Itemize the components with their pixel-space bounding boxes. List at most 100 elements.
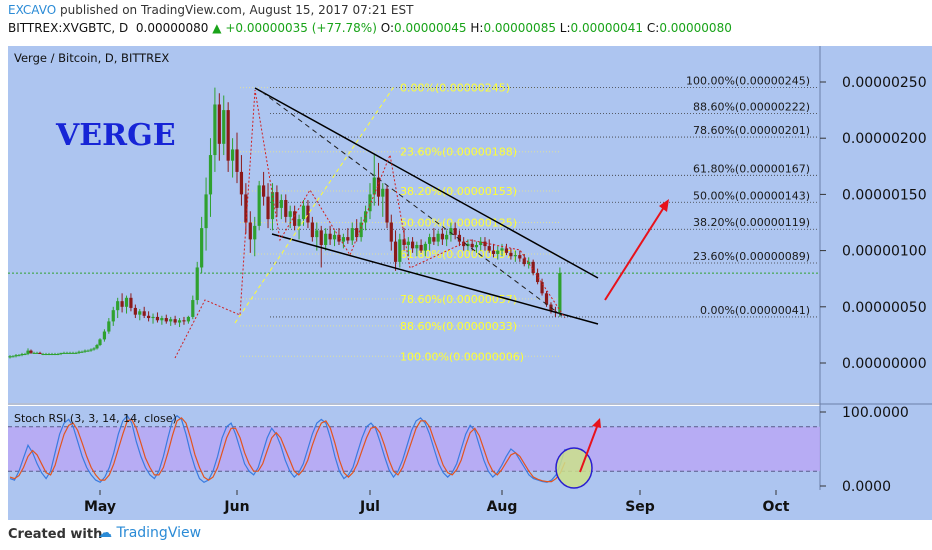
candle-body xyxy=(164,318,168,322)
candle-body xyxy=(89,349,93,351)
fib-left-label: 0.00%(0.00000245) xyxy=(400,82,510,95)
candle-body xyxy=(248,222,252,240)
candle-body xyxy=(402,239,406,245)
candle-body xyxy=(98,339,102,346)
publish-info: EXCAVO published on TradingView.com, Aug… xyxy=(8,3,413,17)
x-axis-tick-label: Oct xyxy=(763,499,790,515)
candle-body xyxy=(491,250,496,254)
y-axis-tick-label: 0.00000000 xyxy=(842,356,927,372)
cloud-icon: ☁ xyxy=(98,525,112,541)
candle-body xyxy=(169,319,173,322)
candle-body xyxy=(453,228,457,235)
close-label: C: xyxy=(646,21,660,35)
last-price: 0.00000080 xyxy=(135,21,209,35)
candle-body xyxy=(376,177,381,197)
candle-body xyxy=(324,233,328,245)
candle-body xyxy=(107,321,111,332)
fib-left-label: 38.20%(0.00000153) xyxy=(400,185,517,198)
candle-body xyxy=(59,352,63,355)
candle-body xyxy=(440,233,444,240)
candle-body xyxy=(332,234,337,240)
candle-body xyxy=(368,194,372,212)
candle-body xyxy=(315,230,319,238)
candle-body xyxy=(328,233,332,240)
candle-body xyxy=(151,316,155,319)
candle-body xyxy=(423,243,427,251)
fib-right-label: 0.00%(0.00000041) xyxy=(700,304,810,317)
candle-body xyxy=(23,354,27,356)
y-axis-tick-label: 0.00000150 xyxy=(842,187,927,203)
low-label: L: xyxy=(559,21,571,35)
rsi-axis-tick-label: 0.0000 xyxy=(842,479,891,495)
candle-body xyxy=(359,222,363,238)
candle-body xyxy=(487,246,491,251)
candle-body xyxy=(195,267,199,301)
upper-trendline xyxy=(254,87,599,279)
x-axis-tick-label: May xyxy=(84,499,116,515)
rsi-series-d xyxy=(9,417,566,483)
candle-body xyxy=(226,110,230,161)
candle-body xyxy=(62,352,66,354)
fib-left-label: 61.80%(0.00000097) xyxy=(400,248,517,261)
elliott-wave-zigzag xyxy=(174,89,566,359)
main-pane-background xyxy=(8,46,820,403)
candle-body xyxy=(445,234,449,240)
candle-body xyxy=(208,155,213,195)
candle-body xyxy=(111,310,115,322)
candle-body xyxy=(436,233,440,242)
right-axis-background xyxy=(820,46,932,490)
price-chart[interactable]: 0.00%(0.00000245) 23.60%(0.00000188) 38.20… xyxy=(0,40,932,520)
candle-body xyxy=(20,354,24,356)
fib-left-label: 100.00%(0.00000006) xyxy=(400,350,524,363)
candle-body xyxy=(270,192,275,220)
fib-left-label: 78.60%(0.00000057) xyxy=(400,293,517,306)
candle-body xyxy=(350,228,354,241)
open-label: O: xyxy=(380,21,394,35)
candle-body xyxy=(310,222,314,238)
candle-body xyxy=(500,248,504,251)
candle-body xyxy=(200,228,204,268)
verge-annotation: VERGE xyxy=(55,118,176,153)
candle-body xyxy=(457,234,462,242)
candle-body xyxy=(479,241,483,245)
close-value: 0.00000080 xyxy=(659,21,732,35)
candle-body xyxy=(182,320,186,322)
bottom-axis-background xyxy=(8,490,932,520)
candle-body xyxy=(47,354,51,356)
footer: Created with ☁ TradingView xyxy=(0,520,932,550)
publisher-name[interactable]: EXCAVO xyxy=(8,3,57,17)
candle-body xyxy=(540,282,544,294)
candle-body xyxy=(68,352,72,354)
candle-body xyxy=(462,241,466,247)
candle-body xyxy=(213,104,217,156)
candle-body xyxy=(449,228,453,235)
candle-body xyxy=(129,297,133,308)
candle-body xyxy=(415,244,419,249)
candle-body xyxy=(389,222,393,242)
tradingview-logo[interactable]: ☁ TradingView xyxy=(98,525,201,541)
candle-body xyxy=(86,350,90,352)
candle-body xyxy=(177,320,182,323)
symbol-info: BITTREX:XVGBTC, D 0.00000080 ▲ +0.000000… xyxy=(8,21,732,35)
candle-body xyxy=(483,241,487,247)
candle-body xyxy=(74,352,78,354)
candle-body xyxy=(160,318,164,321)
candle-body xyxy=(35,352,39,354)
candle-body xyxy=(432,237,436,242)
candle-body xyxy=(65,352,69,354)
candle-body xyxy=(142,311,146,316)
candle-body xyxy=(50,354,54,356)
candle-body xyxy=(410,241,415,249)
candle-body xyxy=(44,354,48,356)
candle-body xyxy=(262,185,266,197)
candle-body xyxy=(71,352,75,354)
candle-body xyxy=(301,205,306,220)
candle-body xyxy=(186,316,190,322)
candle-body xyxy=(470,243,474,248)
rsi-arrow-head xyxy=(592,418,601,428)
fib-right-label: 61.80%(0.00000167) xyxy=(693,162,810,175)
candle-body xyxy=(116,301,120,311)
channel-midline xyxy=(261,91,566,319)
candle-body xyxy=(239,171,244,195)
publish-text: published on TradingView.com, August 15,… xyxy=(60,3,414,17)
